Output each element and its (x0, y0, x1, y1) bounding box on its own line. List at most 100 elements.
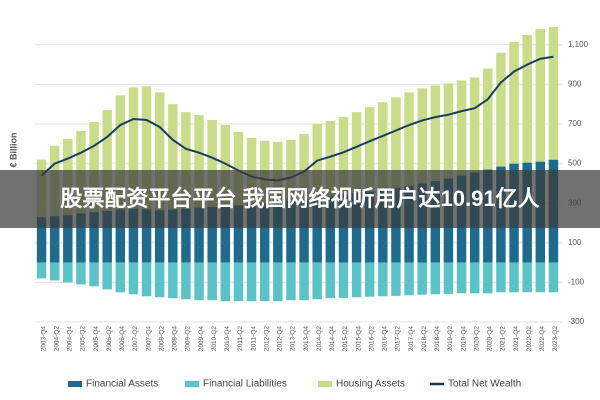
x-tick-label: 2004-Q2 (53, 326, 60, 352)
bar-segment (325, 121, 336, 197)
banner-bg (0, 170, 600, 228)
bar-segment (207, 206, 217, 263)
x-tick-label: 2020-Q2 (473, 326, 480, 352)
x-tick-label: 2011-Q2 (237, 326, 244, 351)
x-tick-label: 2021-Q4 (513, 326, 520, 352)
x-tick-label: 2019-Q2 (447, 326, 454, 352)
bar-segment (181, 262, 191, 300)
bar-segment (509, 262, 519, 293)
bar-segment (141, 262, 152, 297)
bar-segment (102, 262, 112, 290)
bar-segment (391, 262, 401, 296)
bar-segment (338, 117, 349, 195)
bar-segment (194, 262, 204, 301)
bar-segment (194, 207, 204, 263)
bar-segment (76, 262, 86, 285)
x-tick-label: 2012-Q2 (263, 326, 270, 352)
legend-label: Housing Assets (336, 379, 405, 390)
bar-segment (273, 202, 283, 263)
x-tick-label: 2023-Q2 (552, 326, 559, 352)
bar-segment (220, 124, 231, 206)
bar-segment (509, 41, 519, 164)
x-tick-label: 2010-Q2 (211, 326, 218, 352)
bar-segment (63, 215, 73, 263)
y-tick-label: 100 (568, 238, 582, 247)
bar-segment (469, 262, 480, 294)
y-tick-label: 900 (568, 80, 582, 89)
banner-text: 股票配资平台平台 我国网络视听用户达10.91亿人 (60, 186, 539, 211)
x-tick-label: 2007-Q4 (145, 326, 152, 352)
bar-segment (535, 262, 546, 293)
x-tick-label: 2006-Q4 (119, 326, 126, 352)
x-tick-label: 2021-Q2 (500, 326, 507, 352)
bar-segment (233, 131, 244, 206)
x-tick-label: 2005-Q2 (80, 326, 87, 352)
bar-segment (89, 262, 99, 287)
bar-segment (154, 92, 165, 211)
x-tick-label: 2007-Q2 (132, 326, 139, 352)
x-tick-label: 2008-Q2 (158, 326, 165, 352)
x-tick-label: 2014-Q2 (316, 326, 323, 352)
y-tick-label: 500 (568, 159, 582, 168)
bar-segment (141, 209, 152, 263)
bar-segment (443, 83, 454, 179)
bar-segment (456, 262, 467, 294)
x-tick-label: 2018-Q4 (434, 326, 441, 352)
bar-segment (312, 262, 322, 300)
bar-segment (76, 213, 86, 263)
bar-segment (325, 196, 336, 263)
x-tick-label: 2012-Q4 (277, 326, 284, 352)
legend-label: Total Net Wealth (448, 379, 521, 390)
y-tick-label: -300 (568, 317, 585, 326)
x-tick-label: 2019-Q4 (460, 326, 467, 352)
x-tick-label: 2016-Q2 (368, 326, 375, 352)
bar-segment (115, 262, 126, 293)
bar-segment (483, 68, 493, 170)
x-tick-label: 2005-Q4 (93, 326, 100, 352)
bar-segment (522, 262, 532, 293)
y-tick-label: 1,100 (568, 40, 589, 49)
bar-segment (154, 262, 165, 298)
bar-segment (483, 262, 493, 294)
bar-segment (378, 262, 388, 297)
bar-segment (496, 262, 506, 293)
bar-segment (404, 262, 414, 296)
bar-segment (469, 77, 480, 173)
bar-segment (286, 262, 296, 301)
bar-segment (49, 262, 60, 281)
x-tick-label: 2022-Q4 (539, 326, 546, 352)
bar-segment (404, 92, 414, 186)
bar-segment (299, 199, 309, 263)
bar-segment (168, 209, 178, 263)
legend-label: Financial Assets (86, 379, 158, 390)
bar-segment (299, 262, 309, 301)
bar-segment (391, 97, 401, 188)
x-tick-label: 2022-Q2 (526, 326, 533, 352)
bar-segment (168, 262, 178, 299)
bar-segment (246, 262, 257, 302)
bar-segment (181, 112, 191, 209)
bar-segment (181, 208, 191, 263)
bar-segment (89, 212, 99, 263)
x-tick-label: 2010-Q4 (224, 326, 231, 352)
bar-segment (36, 217, 47, 263)
bar-segment (115, 95, 126, 210)
bar-segment (338, 262, 349, 298)
bar-segment (364, 262, 375, 297)
bar-segment (220, 205, 231, 263)
x-tick-label: 2008-Q4 (172, 326, 179, 352)
bar-segment (128, 87, 139, 209)
bar-segment (141, 86, 152, 210)
bar-segment (417, 262, 427, 295)
x-tick-label: 2013-Q4 (303, 326, 310, 352)
bar-segment (89, 122, 99, 213)
x-tick-label: 2014-Q4 (329, 326, 336, 352)
legend-swatch (68, 381, 82, 387)
bar-segment (36, 262, 47, 279)
bar-segment (364, 107, 375, 192)
bar-segment (128, 262, 139, 295)
bar-segment (63, 262, 73, 283)
bar-segment (259, 203, 270, 263)
bar-segment (378, 102, 388, 190)
